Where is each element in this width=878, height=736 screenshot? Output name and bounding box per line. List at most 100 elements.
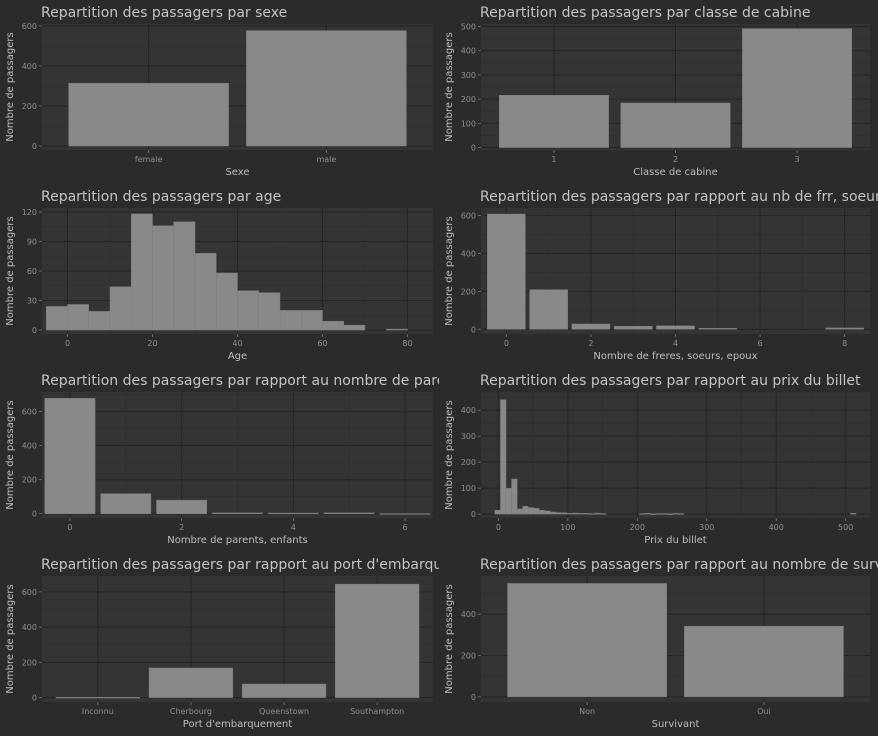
histogram-bin <box>589 513 596 515</box>
histogram-bin <box>46 306 68 331</box>
x-tick-label: 4 <box>291 523 296 532</box>
bar-Cherbourg <box>148 667 234 698</box>
x-axis-title: Nombre de freres, soeurs, epoux <box>593 351 757 362</box>
chart-survivant: 0 200 400 Non Oui Survivant Nombre de passager… <box>444 557 878 730</box>
chart-sibsp: 0 200 400 600 0 2 4 6 8 Nombre de freres, soeurs,… <box>444 189 878 362</box>
bar-3 <box>742 28 853 148</box>
bar-5 <box>323 512 375 514</box>
x-axis-title: Prix du billet <box>644 535 707 546</box>
histogram-bin <box>655 513 662 515</box>
histogram-bin <box>544 510 551 515</box>
y-tick-label: 400 <box>461 406 476 415</box>
y-tick-label: 200 <box>461 652 476 661</box>
x-tick-label: 80 <box>402 339 412 348</box>
x-tick-label: 20 <box>147 339 157 348</box>
plot-panel <box>481 392 870 518</box>
chart-title: Repartition des passagers par rapport au… <box>480 373 861 389</box>
y-tick-label: 0 <box>32 326 37 335</box>
x-tick-label: 6 <box>758 339 763 348</box>
y-tick-label: 90 <box>27 237 37 246</box>
histogram-bin <box>533 508 540 515</box>
bar-6 <box>379 513 431 515</box>
bar-2 <box>156 499 208 514</box>
bar-1 <box>100 493 152 514</box>
histogram-bin <box>505 487 512 515</box>
chart-title: Repartition des passagers par rapport au… <box>480 557 878 573</box>
histogram-bin <box>494 509 501 515</box>
y-tick-label: 600 <box>461 212 476 221</box>
x-tick-label: Oui <box>757 707 771 716</box>
chart-title: Repartition des passagers par rapport au… <box>41 373 529 389</box>
histogram-bin <box>343 324 366 331</box>
y-tick-label: 0 <box>32 142 37 151</box>
bar-Oui <box>684 625 844 698</box>
x-tick-label: 2 <box>179 523 184 532</box>
x-tick-label: 40 <box>232 339 242 348</box>
x-tick-label: 3 <box>795 155 800 164</box>
y-tick-label: 400 <box>461 610 476 619</box>
chart-classe: 0 100 200 300 400 500 1 2 3 Classe de cabine Nombr… <box>444 5 870 178</box>
y-tick-label: 0 <box>471 144 476 153</box>
bar-Southampton <box>335 583 420 698</box>
bar-4 <box>656 325 695 330</box>
bar-Inconnu <box>55 696 140 699</box>
chart-prix: 0 100 200 300 400 0 100 200 300 400 500 Prix du bil… <box>444 373 870 546</box>
y-axis-title: Nombre de passagers <box>444 216 455 325</box>
y-tick-label: 0 <box>471 510 476 519</box>
x-tick-label: Inconnu <box>82 707 114 716</box>
histogram-bin <box>511 478 518 515</box>
x-tick-label: Queenstown <box>259 707 309 716</box>
y-tick-label: 600 <box>22 22 37 31</box>
bar-1 <box>498 94 609 148</box>
bar-0 <box>487 213 526 330</box>
x-tick-label: 2 <box>673 155 678 164</box>
histogram-bin <box>600 513 607 515</box>
y-tick-label: 0 <box>471 325 476 334</box>
y-axis-title: Nombre de passagers <box>444 32 455 141</box>
x-tick-label: male <box>316 155 336 164</box>
histogram-bin <box>639 513 646 515</box>
histogram-bin <box>550 511 557 515</box>
histogram-bin <box>539 509 546 515</box>
histogram-bin <box>88 311 111 331</box>
chart-title: Repartition des passagers par sexe <box>41 5 287 21</box>
bar-Queenstown <box>241 683 327 698</box>
histogram-bin <box>578 513 585 515</box>
x-tick-label: 0 <box>65 339 70 348</box>
x-axis-title: Sexe <box>225 167 249 178</box>
y-tick-label: 0 <box>32 694 37 703</box>
x-tick-label: 1 <box>551 155 556 164</box>
chart-port: 0 200 400 600 Inconnu Cherbourg Queenstown Sout… <box>5 557 488 730</box>
x-tick-label: 0 <box>496 523 501 532</box>
bar-4 <box>267 512 319 515</box>
histogram-bin <box>561 512 568 515</box>
y-axis-title: Nombre de passagers <box>5 584 16 693</box>
bar-2 <box>571 323 611 330</box>
histogram-bin <box>109 286 132 331</box>
bar-2 <box>620 102 731 148</box>
chart-title: Repartition des passagers par classe de … <box>480 5 810 21</box>
y-tick-label: 400 <box>461 249 476 258</box>
x-tick-label: 300 <box>699 523 714 532</box>
chart-title: Repartition des passagers par rapport au… <box>41 557 488 573</box>
histogram-bin <box>322 320 344 331</box>
histogram-bin <box>678 513 685 515</box>
chart-sexe: 0 200 400 600 female male Sexe Nombre de passag… <box>5 5 433 178</box>
y-tick-label: 120 <box>22 208 37 217</box>
x-axis-title: Survivant <box>652 719 700 730</box>
histogram-bin <box>527 507 535 515</box>
x-tick-label: female <box>135 155 163 164</box>
histogram-bin <box>583 513 590 515</box>
y-axis-title: Nombre de passagers <box>5 216 16 325</box>
y-tick-label: 0 <box>32 510 37 519</box>
y-tick-label: 100 <box>461 484 476 493</box>
x-axis-title: Classe de cabine <box>633 167 718 178</box>
x-tick-label: 200 <box>630 523 645 532</box>
y-tick-label: 200 <box>461 95 476 104</box>
histogram-bin <box>258 292 281 331</box>
y-tick-label: 400 <box>22 623 37 632</box>
bar-5 <box>698 328 738 330</box>
y-axis-title: Nombre de passagers <box>444 400 455 509</box>
bar-Non <box>507 583 667 698</box>
bar-0 <box>44 398 96 514</box>
